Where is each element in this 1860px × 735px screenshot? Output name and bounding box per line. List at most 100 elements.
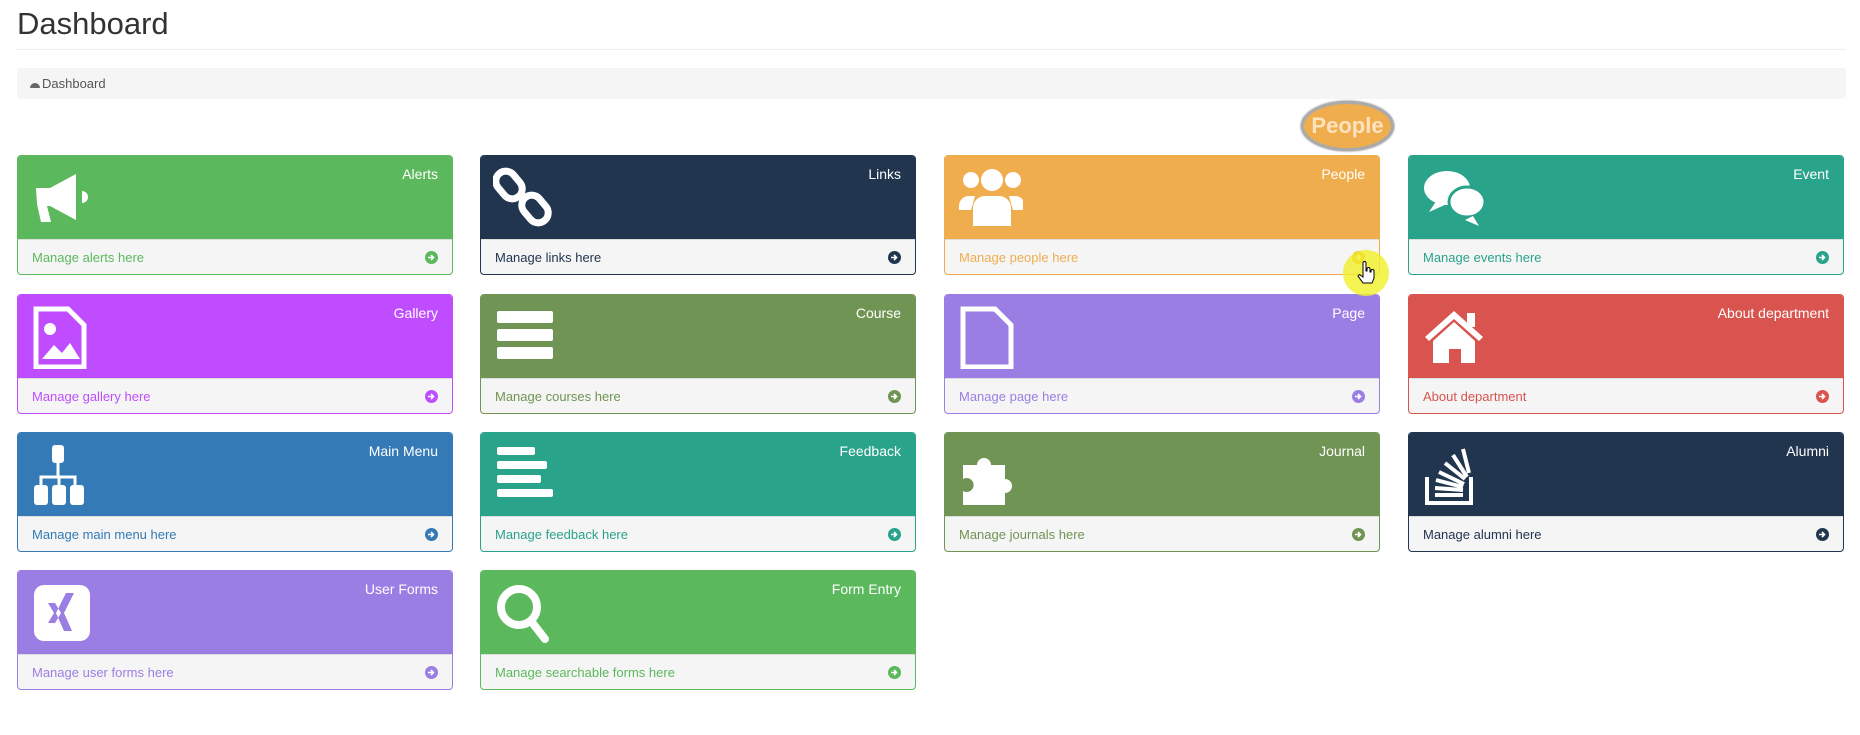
card-link-text[interactable]: Manage people here [959,250,1079,265]
card-user-forms[interactable]: User Forms Manage user forms here [17,570,453,690]
card-footer-link[interactable]: Manage user forms here [18,654,452,689]
card-title: Alerts [402,166,438,182]
card-gallery[interactable]: Gallery Manage gallery here [17,294,453,414]
card-footer-link[interactable]: Manage journals here [945,516,1379,551]
card-title: User Forms [364,581,438,597]
card-footer-link[interactable]: Manage events here [1409,239,1843,274]
card-links[interactable]: Links Manage links here [480,155,916,275]
card-link-text[interactable]: Manage user forms here [32,665,174,680]
card-footer-link[interactable]: About department [1409,378,1843,413]
arrow-circle-right-icon[interactable] [425,390,438,403]
card-page[interactable]: Page Manage page here [944,294,1380,414]
card-form-entry[interactable]: Form Entry Manage searchable forms here [480,570,916,690]
arrow-circle-right-icon[interactable] [1816,390,1829,403]
stack-overflow-icon [1425,448,1473,505]
card-header: Gallery [18,295,452,378]
card-journal[interactable]: Journal Manage journals here [944,432,1380,552]
card-header: Links [481,156,915,239]
card-header: Feedback [481,433,915,516]
card-footer-link[interactable]: Manage people here [945,239,1379,274]
xing-square-icon [34,585,90,641]
card-footer-link[interactable]: Manage alumni here [1409,516,1843,551]
card-footer-link[interactable]: Manage main menu here [18,516,452,551]
arrow-circle-right-icon[interactable] [888,528,901,541]
card-header: Course [481,295,915,378]
card-link-text[interactable]: Manage feedback here [495,527,628,542]
card-link-text[interactable]: Manage courses here [495,389,621,404]
arrow-circle-right-icon[interactable] [425,528,438,541]
bullhorn-icon [36,174,88,222]
card-feedback[interactable]: Feedback Manage feedback here [480,432,916,552]
arrow-circle-right-icon[interactable] [888,251,901,264]
card-footer-link[interactable]: Manage searchable forms here [481,654,915,689]
divider [17,49,1846,50]
users-icon [959,169,1023,226]
card-title: Alumni [1786,443,1829,459]
home-icon [1425,311,1483,363]
card-footer-link[interactable]: Manage courses here [481,378,915,413]
card-title: Feedback [839,443,901,459]
card-header: Journal [945,433,1379,516]
card-title: About department [1717,305,1829,321]
chain-icon [493,167,552,227]
card-event[interactable]: Event Manage events here [1408,155,1844,275]
card-course[interactable]: Course Manage courses here [480,294,916,414]
card-link-text[interactable]: Manage gallery here [32,389,151,404]
card-header: People [945,156,1379,239]
arrow-circle-right-icon[interactable] [1352,528,1365,541]
hand-cursor-icon [1343,250,1389,296]
page-title: Dashboard [17,6,169,41]
puzzle-piece-icon [963,458,1012,505]
card-about-department[interactable]: About department About department [1408,294,1844,414]
file-icon [960,306,1014,369]
dashboard-icon [30,82,40,88]
card-header: Alumni [1409,433,1843,516]
breadcrumb-item-dashboard[interactable]: Dashboard [42,76,106,91]
card-title: Form Entry [831,581,901,597]
card-link-text[interactable]: Manage events here [1423,250,1542,265]
align-left-icon [497,447,553,497]
card-header: About department [1409,295,1843,378]
card-footer-link[interactable]: Manage feedback here [481,516,915,551]
file-image-icon [33,306,87,369]
card-title: Event [1793,166,1829,182]
arrow-circle-right-icon[interactable] [425,666,438,679]
card-title: Main Menu [368,443,438,459]
sitemap-icon [34,445,84,505]
card-link-text[interactable]: Manage searchable forms here [495,665,675,680]
card-title: Page [1332,305,1365,321]
card-alumni[interactable]: Alumni Manage alumni here [1408,432,1844,552]
arrow-circle-right-icon[interactable] [1816,528,1829,541]
card-link-text[interactable]: Manage main menu here [32,527,177,542]
card-link-text[interactable]: Manage alerts here [32,250,145,265]
card-header: Alerts [18,156,452,239]
card-link-text[interactable]: Manage links here [495,250,602,265]
card-title: Links [868,166,901,182]
card-title: Gallery [393,305,438,321]
comments-icon [1424,171,1487,226]
card-header: Page [945,295,1379,378]
arrow-circle-right-icon[interactable] [888,390,901,403]
card-link-text[interactable]: Manage journals here [959,527,1085,542]
card-footer-link[interactable]: Manage page here [945,378,1379,413]
card-alerts[interactable]: Alerts Manage alerts here [17,155,453,275]
card-main-menu[interactable]: Main Menu Manage main menu here [17,432,453,552]
card-people[interactable]: People Manage people here [944,155,1380,275]
card-header: Main Menu [18,433,452,516]
card-link-text[interactable]: About department [1423,389,1527,404]
card-header: User Forms [18,571,452,654]
card-title: Journal [1319,443,1365,459]
card-footer-link[interactable]: Manage links here [481,239,915,274]
card-link-text[interactable]: Manage alumni here [1423,527,1542,542]
card-header: Form Entry [481,571,915,654]
card-header: Event [1409,156,1843,239]
card-footer-link[interactable]: Manage gallery here [18,378,452,413]
arrow-circle-right-icon[interactable] [1352,390,1365,403]
card-footer-link[interactable]: Manage alerts here [18,239,452,274]
card-link-text[interactable]: Manage page here [959,389,1069,404]
arrow-circle-right-icon[interactable] [888,666,901,679]
arrow-circle-right-icon[interactable] [1816,251,1829,264]
arrow-circle-right-icon[interactable] [425,251,438,264]
server-icon [497,311,553,359]
people-tooltip: People [1301,101,1394,151]
